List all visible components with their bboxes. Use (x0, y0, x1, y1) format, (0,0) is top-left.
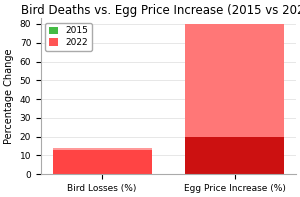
Bar (185, 137, 284, 174)
Bar (52, 148, 152, 150)
Y-axis label: Percentage Change: Percentage Change (4, 48, 14, 144)
Legend: 2015, 2022: 2015, 2022 (46, 23, 92, 51)
Bar (185, 24, 284, 137)
Bar (52, 150, 152, 174)
Title: Bird Deaths vs. Egg Price Increase (2015 vs 2022): Bird Deaths vs. Egg Price Increase (2015… (21, 4, 300, 17)
